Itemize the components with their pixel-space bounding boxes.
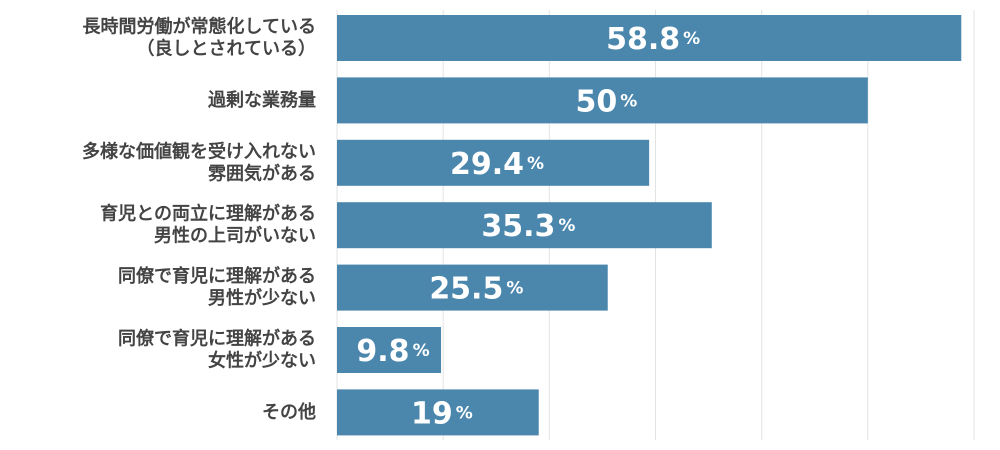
category-label: その他: [262, 401, 316, 423]
category-labels: 長時間労働が常態化している（良しとされている） 過剰な業務量多様な価値観を受け入れ…: [82, 16, 316, 423]
value-label: 25.5%: [429, 271, 523, 306]
bar: [337, 389, 539, 436]
bar: [337, 77, 868, 124]
bar: [337, 264, 608, 311]
category-label: 過剰な業務量: [208, 89, 316, 111]
value-labels: 58.8 % 50 % 29.4 % 35.3 % 25.5 %9.8 % 19%: [356, 22, 700, 431]
bar: [337, 202, 712, 249]
category-label: 同僚で育児に理解がある女性が少ない: [118, 328, 316, 372]
value-label: 29.4%: [450, 146, 544, 181]
bar: [337, 139, 650, 186]
value-label: 50%: [576, 84, 638, 119]
category-label: 育児との両立に理解がある男性の上司がいない: [100, 203, 316, 247]
bar: [337, 15, 962, 61]
category-label: 同僚で育児に理解がある男性が少ない: [118, 265, 316, 309]
value-label: 35.3%: [481, 209, 575, 244]
value-label: 58.8%: [606, 22, 700, 57]
category-label: 多様な価値観を受け入れない雰囲気がある: [82, 140, 316, 184]
bars: [337, 15, 962, 436]
category-label: 長時間労働が常態化している（良しとされている）: [83, 16, 316, 60]
value-label: 19%: [411, 396, 473, 431]
bar: [337, 327, 442, 373]
value-label: 9.8%: [356, 334, 429, 369]
